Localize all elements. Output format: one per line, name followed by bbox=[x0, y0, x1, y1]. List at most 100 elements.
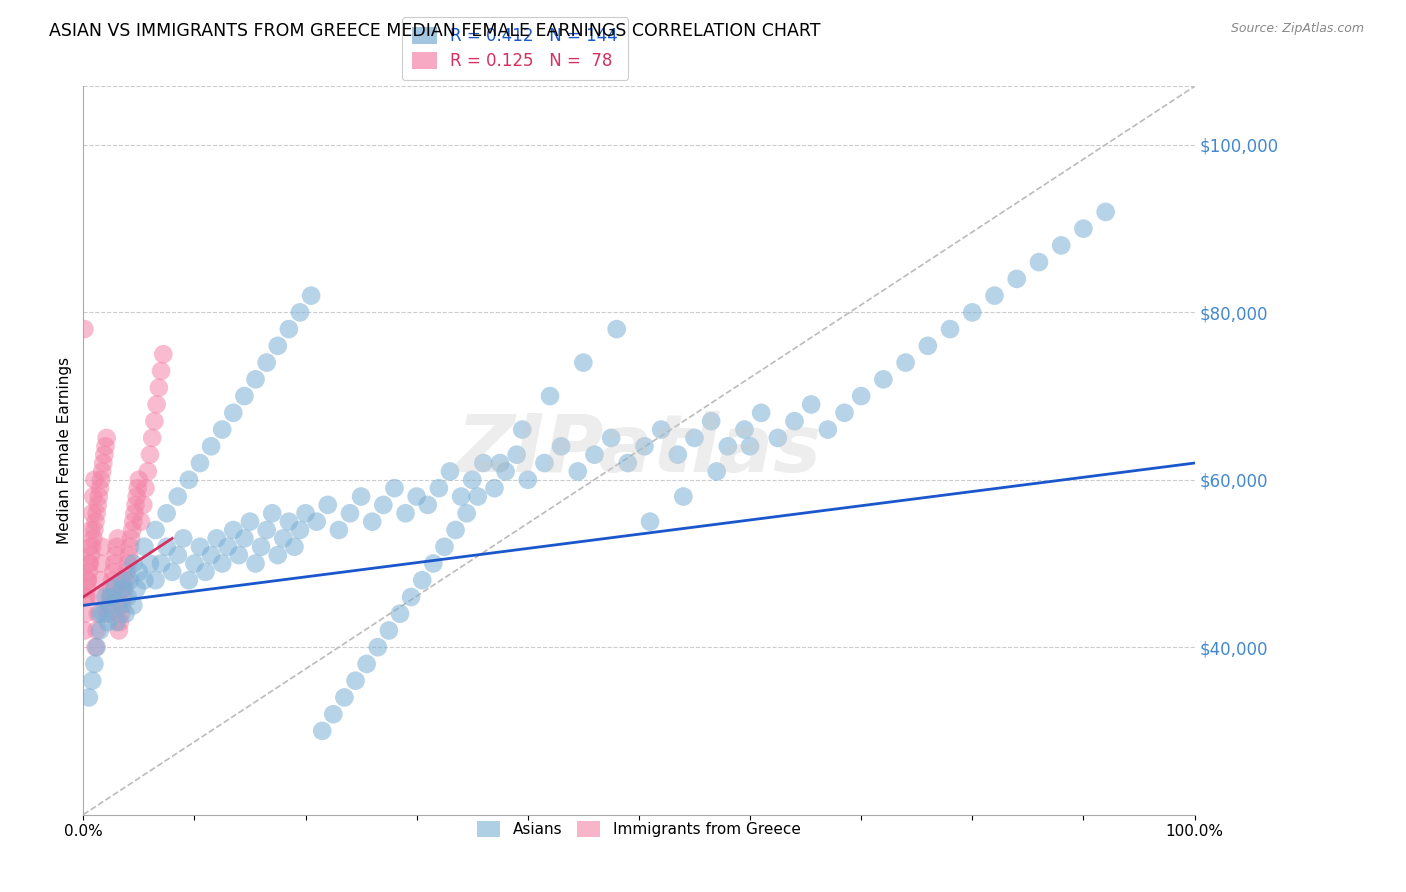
Point bbox=[128, 473, 150, 487]
Point bbox=[1050, 238, 1073, 252]
Point bbox=[378, 624, 401, 638]
Point bbox=[77, 690, 100, 705]
Point bbox=[156, 540, 179, 554]
Point bbox=[91, 464, 114, 478]
Point bbox=[439, 464, 461, 478]
Point bbox=[84, 640, 107, 655]
Point bbox=[505, 448, 527, 462]
Point bbox=[183, 557, 205, 571]
Point bbox=[114, 573, 136, 587]
Point bbox=[638, 515, 661, 529]
Point bbox=[97, 599, 120, 613]
Point bbox=[233, 389, 256, 403]
Point bbox=[82, 532, 104, 546]
Point bbox=[495, 464, 517, 478]
Point bbox=[834, 406, 856, 420]
Point bbox=[80, 548, 103, 562]
Point bbox=[160, 565, 183, 579]
Point bbox=[172, 532, 194, 546]
Point bbox=[125, 582, 148, 596]
Point bbox=[510, 423, 533, 437]
Point bbox=[283, 540, 305, 554]
Point bbox=[87, 590, 110, 604]
Point bbox=[633, 439, 655, 453]
Point bbox=[86, 624, 108, 638]
Point bbox=[100, 590, 122, 604]
Point bbox=[107, 532, 129, 546]
Point bbox=[90, 557, 112, 571]
Point bbox=[83, 473, 105, 487]
Point bbox=[245, 557, 267, 571]
Point bbox=[136, 464, 159, 478]
Point bbox=[749, 406, 772, 420]
Point bbox=[76, 582, 98, 596]
Point bbox=[166, 490, 188, 504]
Point bbox=[683, 431, 706, 445]
Point bbox=[344, 673, 367, 688]
Point bbox=[87, 498, 110, 512]
Point bbox=[322, 707, 344, 722]
Point bbox=[98, 590, 121, 604]
Point bbox=[104, 548, 127, 562]
Point bbox=[145, 523, 167, 537]
Point bbox=[305, 515, 328, 529]
Point bbox=[108, 599, 131, 613]
Point bbox=[134, 540, 156, 554]
Point bbox=[288, 305, 311, 319]
Point bbox=[817, 423, 839, 437]
Point bbox=[83, 657, 105, 671]
Point bbox=[89, 573, 111, 587]
Point bbox=[91, 456, 114, 470]
Point bbox=[166, 548, 188, 562]
Point bbox=[82, 673, 104, 688]
Point bbox=[82, 540, 104, 554]
Point bbox=[962, 305, 984, 319]
Point bbox=[83, 523, 105, 537]
Point bbox=[411, 573, 433, 587]
Point bbox=[111, 573, 134, 587]
Point bbox=[1028, 255, 1050, 269]
Point bbox=[333, 690, 356, 705]
Point bbox=[983, 288, 1005, 302]
Point bbox=[700, 414, 723, 428]
Point bbox=[239, 515, 262, 529]
Point bbox=[177, 573, 200, 587]
Point bbox=[567, 464, 589, 478]
Point bbox=[132, 498, 155, 512]
Point bbox=[96, 431, 118, 445]
Point bbox=[294, 506, 316, 520]
Point bbox=[94, 439, 117, 453]
Point bbox=[339, 506, 361, 520]
Point bbox=[103, 565, 125, 579]
Point bbox=[89, 481, 111, 495]
Point bbox=[97, 615, 120, 629]
Point bbox=[489, 456, 512, 470]
Point bbox=[77, 557, 100, 571]
Point bbox=[433, 540, 456, 554]
Point bbox=[91, 607, 114, 621]
Point bbox=[80, 523, 103, 537]
Point bbox=[666, 448, 689, 462]
Point bbox=[86, 506, 108, 520]
Point bbox=[405, 490, 427, 504]
Point bbox=[75, 590, 97, 604]
Point bbox=[461, 473, 484, 487]
Point bbox=[79, 557, 101, 571]
Legend: Asians, Immigrants from Greece: Asians, Immigrants from Greece bbox=[471, 815, 807, 844]
Point bbox=[384, 481, 406, 495]
Point bbox=[538, 389, 561, 403]
Point bbox=[600, 431, 623, 445]
Point bbox=[122, 599, 145, 613]
Point bbox=[82, 490, 104, 504]
Point bbox=[100, 599, 122, 613]
Point bbox=[672, 490, 695, 504]
Point bbox=[87, 607, 110, 621]
Point bbox=[205, 532, 228, 546]
Point bbox=[108, 624, 131, 638]
Point bbox=[388, 607, 411, 621]
Point bbox=[101, 573, 124, 587]
Point bbox=[766, 431, 789, 445]
Point bbox=[122, 515, 145, 529]
Point bbox=[373, 498, 395, 512]
Point bbox=[103, 582, 125, 596]
